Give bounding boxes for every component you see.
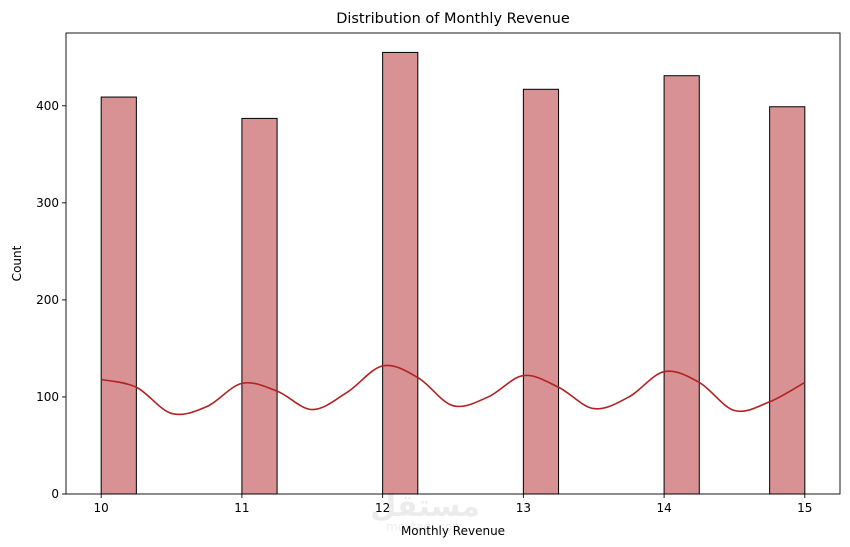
watermark-subtext: mostaql.com <box>386 520 464 534</box>
y-tick-label: 300 <box>36 196 59 210</box>
x-tick-label: 14 <box>656 501 671 515</box>
y-axis-label: Count <box>10 245 24 281</box>
kde-line <box>101 364 806 416</box>
y-tick-label: 100 <box>36 390 59 404</box>
histogram-bar-4 <box>663 75 700 495</box>
chart-title: Distribution of Monthly Revenue <box>336 11 570 27</box>
histogram-bar-0 <box>100 96 137 495</box>
histogram-bar-2 <box>382 51 419 495</box>
y-tick-label: 200 <box>36 293 59 307</box>
y-tick-label: 400 <box>36 99 59 113</box>
x-axis-ticks: 10 11 12 13 14 15 <box>94 494 812 515</box>
x-tick-label: 10 <box>94 501 109 515</box>
watermark-logo: مستقل <box>370 489 480 524</box>
histogram-bar-1 <box>241 117 278 495</box>
histogram-bar-3 <box>522 88 560 495</box>
bars-group <box>100 51 806 495</box>
kde-group <box>101 364 806 416</box>
x-tick-label: 11 <box>234 501 249 515</box>
histogram-bar-5 <box>769 106 806 495</box>
x-tick-label: 12 <box>375 501 390 515</box>
y-axis-ticks: 0 100 200 300 400 <box>36 99 66 501</box>
x-axis-label: Monthly Revenue <box>401 524 505 538</box>
y-tick-label: 0 <box>51 487 59 501</box>
watermark: مستقل mostaql.com <box>370 489 480 534</box>
x-tick-label: 13 <box>516 501 531 515</box>
plot-frame <box>65 32 841 495</box>
x-tick-label: 15 <box>797 501 812 515</box>
